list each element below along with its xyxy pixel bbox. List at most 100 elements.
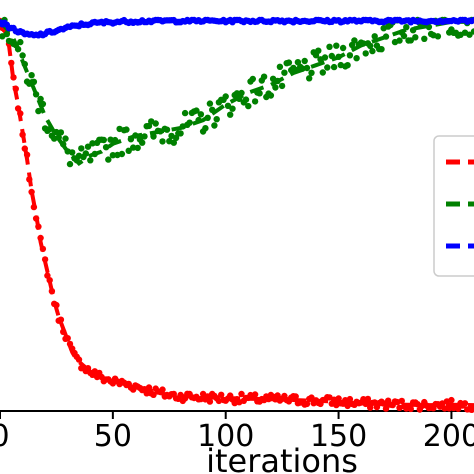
x-ticks: 0 50 100 150 200: [0, 411, 474, 454]
data-point: [274, 392, 281, 399]
data-point: [371, 33, 378, 40]
data-point: [30, 78, 38, 86]
data-point: [211, 122, 218, 129]
data-point: [324, 64, 331, 71]
x-tick-label: 0: [0, 419, 10, 454]
data-point: [177, 130, 184, 137]
data-point: [461, 400, 469, 407]
data-point: [382, 33, 390, 40]
data-point: [398, 397, 405, 405]
data-point: [412, 34, 419, 41]
data-point: [292, 393, 299, 400]
data-point: [35, 223, 42, 230]
data-point: [69, 149, 76, 156]
data-point: [60, 141, 67, 148]
data-point: [84, 143, 92, 150]
data-point: [134, 144, 141, 152]
data-point: [364, 395, 372, 403]
data-point: [272, 84, 279, 91]
data-point: [466, 31, 473, 38]
data-point: [87, 157, 94, 164]
data-point: [441, 405, 448, 412]
data-point: [403, 24, 410, 31]
legend-entries: [446, 159, 474, 249]
data-point: [10, 74, 17, 81]
data-point: [335, 395, 342, 402]
data-point: [204, 114, 211, 122]
data-point: [32, 91, 40, 98]
data-point: [346, 395, 354, 403]
data-point: [400, 32, 408, 40]
x-tick-label: 150: [310, 419, 367, 454]
data-point: [369, 47, 376, 55]
data-point: [102, 144, 110, 151]
data-point: [23, 151, 31, 158]
data-point: [328, 52, 335, 60]
data-point: [434, 33, 442, 40]
data-point: [48, 288, 56, 295]
data-point: [218, 391, 225, 398]
data-point: [145, 384, 153, 391]
data-point: [236, 95, 243, 103]
data-point: [281, 69, 288, 76]
data-point: [17, 110, 24, 117]
data-point: [421, 35, 428, 42]
data-point: [292, 66, 299, 74]
data-point: [159, 386, 166, 393]
data-point: [470, 28, 474, 35]
data-point: [177, 391, 184, 399]
data-point: [35, 107, 42, 115]
x-tick-label: 100: [197, 419, 254, 454]
data-point: [306, 75, 313, 82]
series-3: [0, 16, 474, 39]
data-point: [181, 109, 189, 117]
data-point: [238, 390, 245, 398]
data-point: [213, 116, 220, 123]
data-point: [75, 356, 83, 363]
data-point: [245, 102, 252, 110]
data-point: [163, 126, 171, 133]
data-point: [14, 45, 22, 53]
data-point: [3, 30, 10, 38]
data-point: [139, 139, 146, 146]
data-point: [26, 176, 33, 183]
data-point: [346, 52, 354, 59]
data-point: [470, 16, 474, 24]
data-point: [143, 390, 150, 397]
data-point: [256, 90, 263, 97]
data-point: [39, 100, 47, 108]
data-point: [274, 77, 281, 85]
data-point: [251, 98, 259, 105]
data-point: [111, 136, 119, 144]
data-point: [152, 120, 159, 127]
data-point: [229, 105, 236, 112]
data-point: [105, 156, 112, 163]
data-point: [276, 63, 284, 70]
data-point: [32, 215, 40, 222]
legend: [433, 135, 474, 277]
data-point: [41, 256, 49, 263]
data-point: [202, 125, 209, 132]
data-point: [330, 63, 338, 71]
data-point: [100, 136, 108, 144]
series-1: [0, 17, 474, 413]
data-point: [141, 133, 148, 140]
data-point: [382, 405, 390, 412]
data-point: [378, 46, 385, 53]
data-point: [301, 57, 308, 65]
data-point: [46, 125, 53, 133]
data-point: [12, 85, 19, 93]
data-point: [14, 105, 22, 112]
data-point: [19, 52, 26, 59]
data-point: [195, 116, 202, 124]
data-point: [170, 139, 177, 146]
x-tick-label: 200: [423, 419, 474, 454]
data-point: [125, 147, 132, 154]
data-point: [303, 64, 311, 72]
data-point: [470, 405, 474, 412]
series-line: [0, 19, 474, 167]
data-point: [91, 150, 99, 158]
data-point: [409, 27, 417, 34]
data-point: [209, 106, 216, 114]
